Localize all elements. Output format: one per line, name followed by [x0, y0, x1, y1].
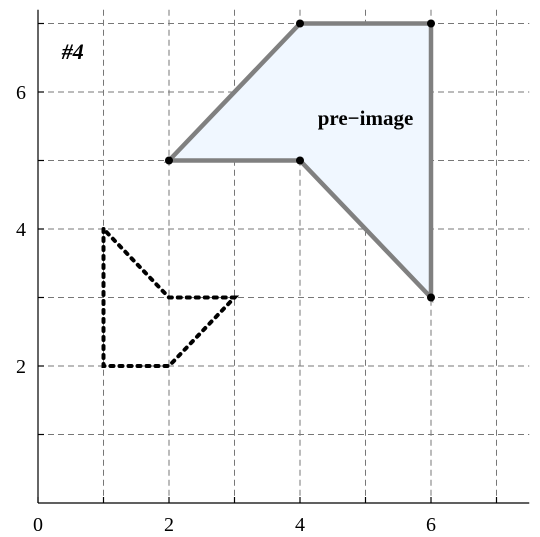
y-tick-label: 4	[16, 219, 26, 241]
pre-image-label: pre−image	[318, 106, 414, 130]
pre-image-vertex	[427, 293, 435, 302]
pre-image-vertex	[427, 19, 435, 28]
x-tick-label: 6	[426, 514, 436, 536]
y-tick-label: 2	[16, 356, 26, 378]
pre-image-vertices	[165, 19, 435, 302]
image-polygon	[101, 224, 240, 368]
pre-image-vertex	[296, 156, 304, 165]
ticks: 0 2 4 6 2 4 6	[16, 22, 498, 536]
problem-number: #4	[61, 39, 84, 64]
pre-image-vertex	[165, 156, 173, 165]
x-tick-label: 0	[33, 514, 43, 536]
x-tick-label: 4	[295, 514, 305, 536]
x-tick-label: 2	[164, 514, 174, 536]
pre-image-vertex	[296, 19, 304, 28]
y-tick-label: 6	[16, 82, 26, 104]
